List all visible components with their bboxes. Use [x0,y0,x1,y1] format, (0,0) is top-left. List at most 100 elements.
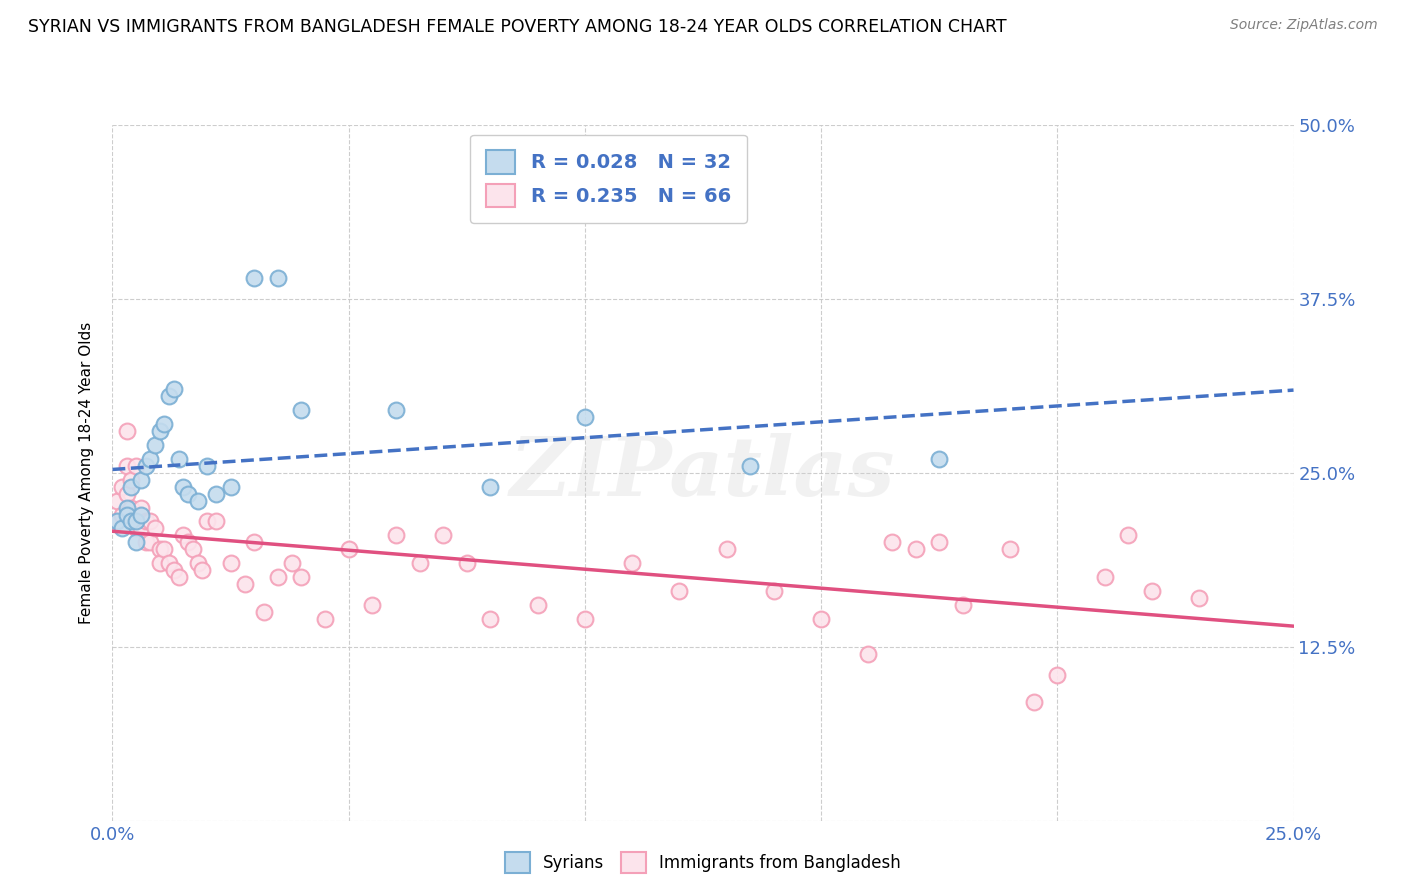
Legend: Syrians, Immigrants from Bangladesh: Syrians, Immigrants from Bangladesh [498,846,908,880]
Point [105,515,128,529]
Point [157,556,180,570]
Point [219,480,242,494]
Point [139,535,162,549]
Point [172,480,194,494]
Point [314,612,336,626]
Point [1046,667,1069,681]
Point [115,508,138,522]
Point [177,486,200,500]
Point [135,535,157,549]
Point [904,542,927,557]
Point [120,473,142,487]
Point [149,542,172,557]
Point [105,515,128,529]
Point [129,508,152,522]
Point [762,584,785,599]
Point [167,570,190,584]
Point [219,556,242,570]
Point [115,458,138,473]
Point [125,458,148,473]
Point [810,612,832,626]
Point [111,521,134,535]
Point [157,389,180,403]
Point [163,382,186,396]
Point [129,473,152,487]
Point [716,542,738,557]
Point [149,424,172,438]
Point [385,528,408,542]
Point [167,451,190,466]
Point [149,556,172,570]
Point [125,521,148,535]
Point [740,458,762,473]
Point [195,458,218,473]
Point [479,480,502,494]
Point [928,535,950,549]
Point [191,563,214,577]
Point [385,403,408,417]
Point [1116,528,1139,542]
Point [1094,570,1116,584]
Point [143,438,166,452]
Point [1022,695,1045,709]
Point [139,451,162,466]
Point [205,515,228,529]
Point [111,480,134,494]
Point [129,500,152,515]
Point [186,556,208,570]
Point [281,556,304,570]
Point [120,515,142,529]
Point [172,528,194,542]
Point [233,577,256,591]
Point [574,612,596,626]
Point [163,563,186,577]
Point [143,521,166,535]
Point [361,598,384,612]
Text: Source: ZipAtlas.com: Source: ZipAtlas.com [1230,18,1378,32]
Point [135,458,157,473]
Point [337,542,360,557]
Point [928,451,950,466]
Point [125,515,148,529]
Point [135,515,157,529]
Point [177,535,200,549]
Point [153,542,176,557]
Point [998,542,1021,557]
Point [105,493,128,508]
Point [153,417,176,431]
Point [408,556,430,570]
Point [111,508,134,522]
Point [290,403,312,417]
Point [479,612,502,626]
Point [195,515,218,529]
Point [186,493,208,508]
Point [1140,584,1163,599]
Point [668,584,690,599]
Point [115,486,138,500]
Point [120,500,142,515]
Point [952,598,974,612]
Point [267,271,290,285]
Point [115,500,138,515]
Point [1188,591,1211,605]
Text: ZIPatlas: ZIPatlas [510,433,896,513]
Point [253,605,276,619]
Point [139,515,162,529]
Point [120,480,142,494]
Point [243,271,266,285]
Point [574,410,596,425]
Point [125,508,148,522]
Point [267,570,290,584]
Point [125,535,148,549]
Point [205,486,228,500]
Point [243,535,266,549]
Point [181,542,204,557]
Point [432,528,454,542]
Point [880,535,903,549]
Legend: R = 0.028   N = 32, R = 0.235   N = 66: R = 0.028 N = 32, R = 0.235 N = 66 [471,135,747,223]
Text: SYRIAN VS IMMIGRANTS FROM BANGLADESH FEMALE POVERTY AMONG 18-24 YEAR OLDS CORREL: SYRIAN VS IMMIGRANTS FROM BANGLADESH FEM… [28,18,1007,36]
Point [858,647,880,661]
Point [115,424,138,438]
Point [129,521,152,535]
Y-axis label: Female Poverty Among 18-24 Year Olds: Female Poverty Among 18-24 Year Olds [79,322,94,624]
